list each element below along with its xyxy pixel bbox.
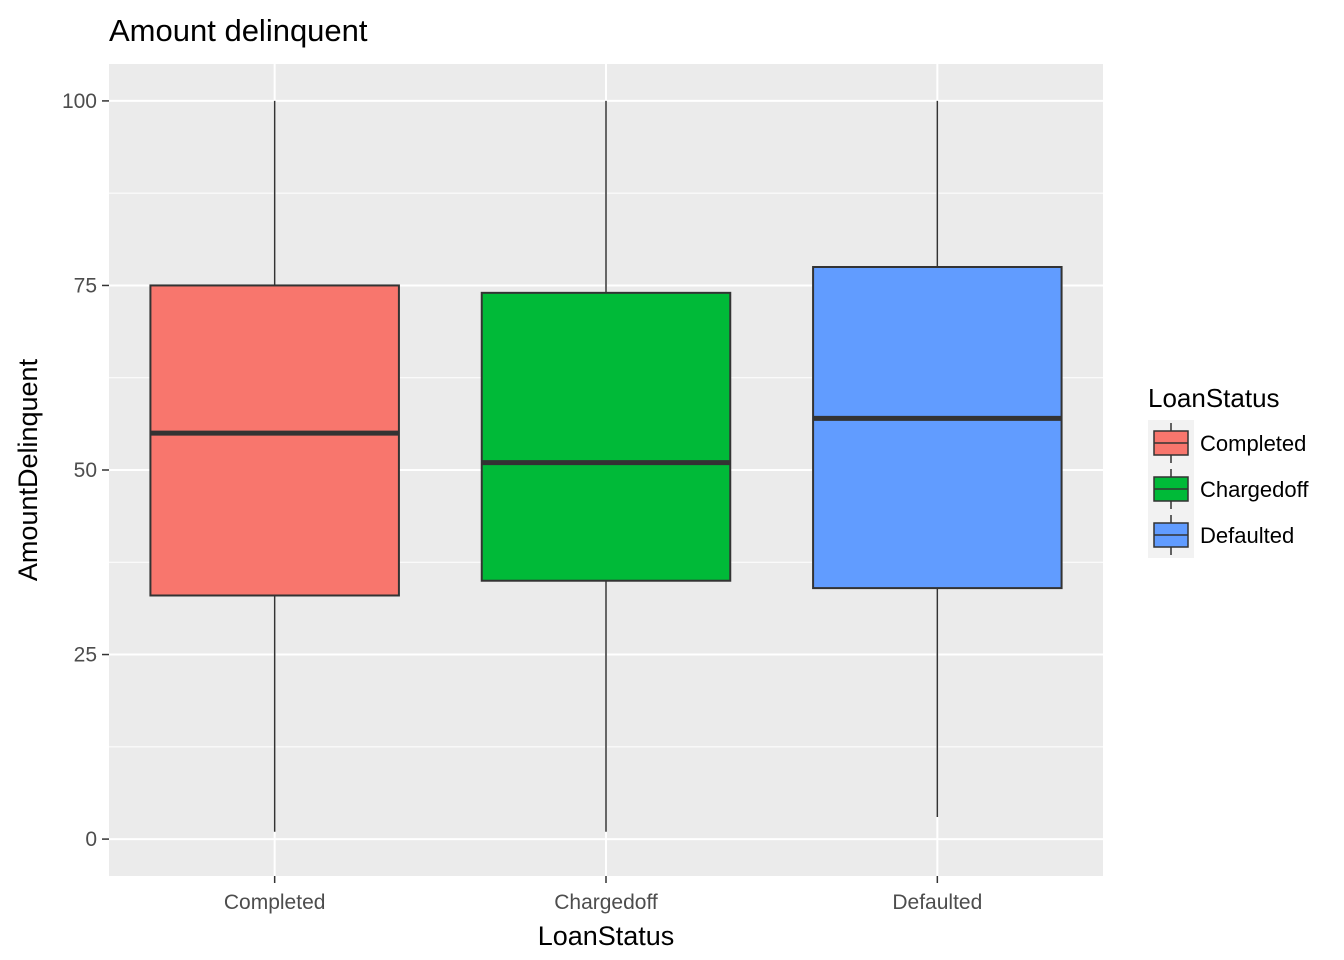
box-body bbox=[480, 291, 732, 582]
box-completed bbox=[149, 100, 400, 832]
x-tick-label: Defaulted bbox=[892, 891, 982, 914]
legend-label: Defaulted bbox=[1200, 523, 1294, 548]
legend: LoanStatus Completed Chargedoff Defaulted bbox=[1148, 383, 1309, 558]
box-body bbox=[812, 266, 1063, 590]
y-tick-label: 100 bbox=[62, 90, 97, 113]
box-body bbox=[149, 284, 400, 597]
legend-label: Completed bbox=[1200, 431, 1306, 456]
legend-item-chargedoff: Chargedoff bbox=[1148, 466, 1309, 512]
chart-title: Amount delinquent bbox=[109, 13, 368, 48]
legend-label: Chargedoff bbox=[1200, 477, 1309, 502]
x-tick-label: Chargedoff bbox=[554, 891, 658, 914]
legend-items: Completed Chargedoff Defaulted bbox=[1148, 420, 1309, 558]
y-tick-label: 50 bbox=[74, 459, 97, 482]
x-axis: Completed Chargedoff Defaulted bbox=[224, 876, 982, 914]
x-axis-title: LoanStatus bbox=[538, 921, 675, 951]
legend-title: LoanStatus bbox=[1148, 383, 1280, 413]
box-chargedoff bbox=[480, 100, 732, 832]
y-axis: 0 25 50 75 100 bbox=[62, 90, 109, 851]
legend-item-completed: Completed bbox=[1148, 420, 1306, 466]
y-tick-label: 25 bbox=[74, 644, 97, 667]
box-defaulted bbox=[812, 100, 1063, 817]
y-axis-title: AmountDelinquent bbox=[13, 358, 43, 581]
y-tick-label: 0 bbox=[85, 828, 97, 851]
box-group bbox=[149, 100, 1063, 832]
x-tick-label: Completed bbox=[224, 891, 326, 914]
legend-item-defaulted: Defaulted bbox=[1148, 512, 1294, 558]
y-tick-label: 75 bbox=[74, 274, 97, 297]
